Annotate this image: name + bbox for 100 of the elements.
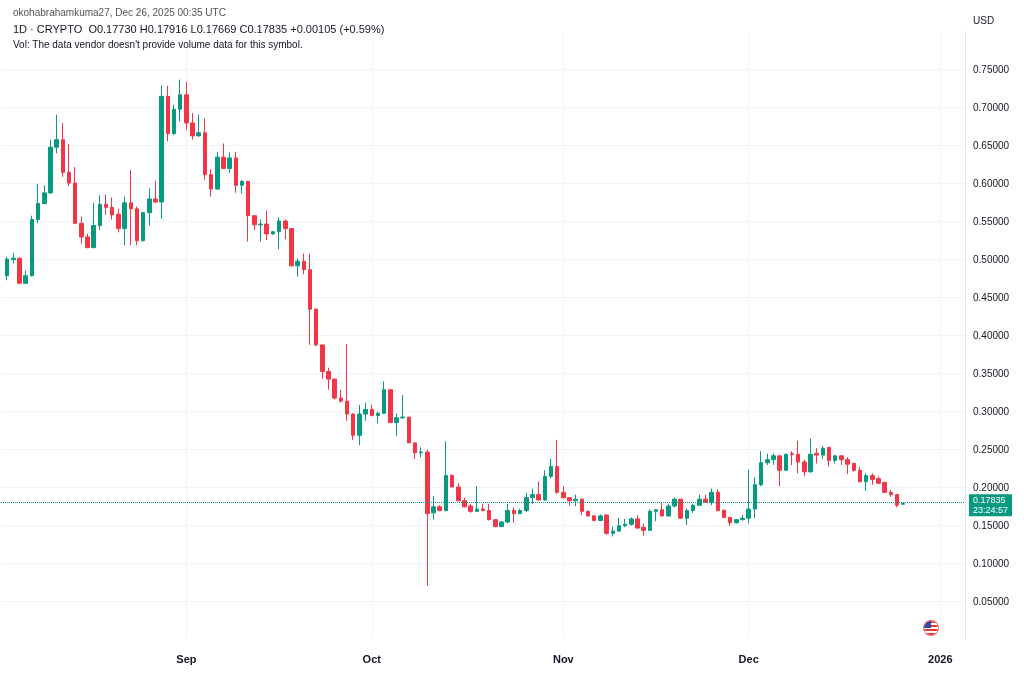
candlestick xyxy=(604,513,609,536)
candlestick xyxy=(722,508,726,519)
candlestick xyxy=(116,208,121,233)
candlestick xyxy=(376,411,380,424)
candlestick xyxy=(302,253,306,275)
candlestick xyxy=(221,142,226,170)
candlestick xyxy=(852,462,856,473)
candlestick xyxy=(685,507,689,526)
y-tick-label: 0.10000 xyxy=(973,557,1010,569)
candlestick xyxy=(437,504,442,512)
candlestick xyxy=(227,152,232,174)
candlestick xyxy=(172,104,176,136)
candlestick xyxy=(858,466,862,483)
y-tick-label: 0.20000 xyxy=(973,481,1010,493)
candlestick xyxy=(388,389,393,424)
candlestick xyxy=(814,447,819,464)
candlestick xyxy=(23,269,28,285)
candlestick xyxy=(407,416,411,444)
y-tick-label: 0.05000 xyxy=(973,595,1010,607)
candlestick xyxy=(277,216,281,250)
candlestick xyxy=(586,510,590,518)
candlestick xyxy=(895,493,899,509)
candlestick xyxy=(246,180,250,243)
candlestick xyxy=(11,252,16,265)
y-tick-label: 0.45000 xyxy=(973,291,1010,303)
candlestick xyxy=(598,513,603,522)
y-tick-label: 0.50000 xyxy=(973,253,1010,265)
candlestick xyxy=(425,449,430,587)
y-tick-label: 0.25000 xyxy=(973,443,1010,455)
candlestick xyxy=(728,516,732,527)
y-tick-label: 0.60000 xyxy=(973,177,1010,189)
candlestick xyxy=(178,79,182,122)
candlestick xyxy=(67,143,71,187)
candlestick xyxy=(703,494,708,503)
candlestick xyxy=(827,446,831,467)
candlestick xyxy=(716,488,720,512)
candlestick xyxy=(487,503,491,521)
candlestick xyxy=(382,380,386,415)
candlestick xyxy=(345,343,349,422)
candlestick xyxy=(153,180,158,204)
candlestick xyxy=(759,450,763,487)
candlestick xyxy=(308,253,312,346)
candlestick xyxy=(339,389,343,404)
candlestick xyxy=(654,508,658,522)
candlestick xyxy=(110,196,114,220)
x-tick-label: Dec xyxy=(738,652,759,665)
y-tick-label: 0.70000 xyxy=(973,101,1010,113)
x-tick-label: Nov xyxy=(552,652,575,665)
y-tick-label: 0.40000 xyxy=(973,329,1010,341)
y-tick-label: 0.30000 xyxy=(973,405,1010,417)
ref-line-label: 0.17835 23:24:57 xyxy=(973,495,1009,516)
candlestick xyxy=(240,179,244,195)
candlestick xyxy=(159,85,164,220)
candlestick xyxy=(234,151,238,194)
candlestick xyxy=(617,517,621,533)
candlestick xyxy=(691,503,695,514)
candlestick xyxy=(592,514,596,522)
y-tick-label: 0.35000 xyxy=(973,367,1010,379)
candlestick xyxy=(518,508,522,515)
candlestick xyxy=(580,498,584,516)
candlestick xyxy=(209,168,213,198)
candlestick xyxy=(258,218,263,243)
x-tick-label: Sep xyxy=(176,652,197,665)
x-tick-label: 2026 xyxy=(928,652,953,665)
text: okohabrahamkuma27, Dec 26, 2025 00:35 UTC xyxy=(13,6,226,18)
candlestick xyxy=(450,473,454,488)
y-tick-label: 0.15000 xyxy=(973,519,1010,531)
candlestick xyxy=(370,404,374,417)
candlestick xyxy=(413,441,417,460)
y-tick-label: 0.65000 xyxy=(973,139,1010,151)
candlestick xyxy=(419,446,423,458)
candlestick xyxy=(802,459,807,477)
candlestick xyxy=(147,187,152,227)
candlestick xyxy=(36,183,40,224)
candlestick xyxy=(98,194,102,231)
candlestick xyxy=(122,196,127,246)
candlestick xyxy=(777,455,782,487)
candlestick xyxy=(135,206,139,246)
candlestick xyxy=(784,453,788,471)
candlestick xyxy=(493,519,498,528)
candlestick xyxy=(790,450,794,466)
candlestick xyxy=(264,209,269,241)
candlestick xyxy=(611,526,615,537)
candlestick xyxy=(481,503,485,512)
y-axis-title: USD xyxy=(973,14,995,26)
candlestick xyxy=(104,193,108,216)
candlestick xyxy=(796,440,800,474)
candlestick xyxy=(648,508,652,531)
candlestick xyxy=(141,211,145,243)
candlestick xyxy=(203,117,207,181)
candlestick xyxy=(17,256,22,285)
candlestick xyxy=(889,489,893,498)
candlestick xyxy=(351,412,355,441)
x-tick-label: Oct xyxy=(362,652,382,665)
candlestick xyxy=(30,215,34,277)
candlestick xyxy=(549,458,553,480)
y-tick-label: 0.75000 xyxy=(973,63,1010,75)
candlestick xyxy=(252,215,257,231)
candlestick xyxy=(623,518,627,528)
text: Vol: The data vendor doesn't provide volume data for this symbol. xyxy=(13,38,303,50)
